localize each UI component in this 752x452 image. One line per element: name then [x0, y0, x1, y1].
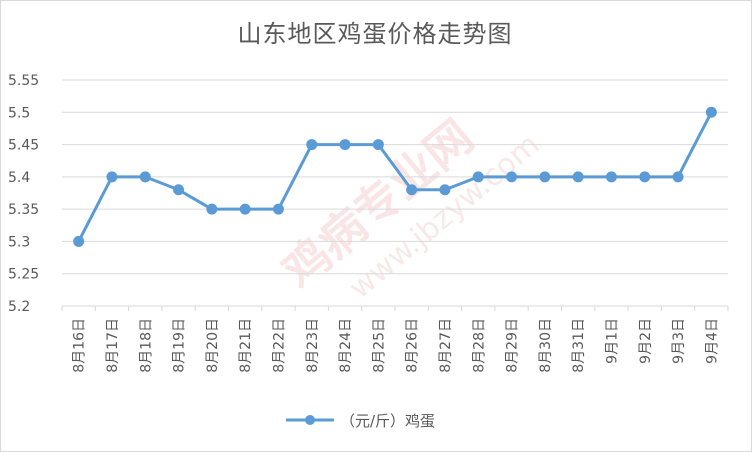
data-point	[173, 184, 185, 196]
x-tick-label: 8月17日	[105, 318, 121, 373]
series-layer	[73, 106, 717, 247]
y-tick-label: 5.5	[8, 105, 30, 121]
data-point	[372, 139, 384, 151]
data-point	[106, 171, 118, 183]
x-tick-label: 9月3日	[671, 318, 687, 364]
x-tick-label: 9月1日	[604, 318, 620, 364]
legend: （元/斤）鸡蛋	[286, 412, 435, 430]
data-point	[406, 184, 418, 196]
x-tick-label: 8月29日	[505, 318, 521, 373]
data-point	[73, 235, 85, 247]
watermark: 鸡病专业网 www.jbzyw.com	[272, 109, 546, 306]
x-tick-label: 8月31日	[571, 318, 587, 373]
chart-title: 山东地区鸡蛋价格走势图	[237, 20, 513, 48]
legend-marker	[305, 415, 315, 425]
series-line	[77, 111, 713, 243]
data-point	[339, 139, 351, 151]
y-tick-label: 5.35	[8, 202, 39, 218]
data-point	[472, 171, 484, 183]
y-tick-label: 5.3	[8, 234, 30, 250]
data-point	[206, 203, 218, 215]
x-tick-label: 9月2日	[638, 318, 654, 364]
data-point	[672, 171, 684, 183]
data-point	[239, 203, 251, 215]
x-tick-label: 8月25日	[371, 318, 387, 373]
x-tick-label: 8月22日	[271, 318, 287, 373]
x-tick-label: 8月16日	[72, 318, 88, 373]
legend-label: （元/斤）鸡蛋	[340, 412, 435, 430]
x-tick-label: 8月23日	[305, 318, 321, 373]
data-point	[639, 171, 651, 183]
x-tick-label: 8月30日	[538, 318, 554, 373]
y-tick-label: 5.2	[8, 299, 30, 315]
x-axis-ticks: 8月16日 8月17日 8月18日 8月19日 8月20日 8月21日 8月22日 8月23日…	[61, 306, 729, 373]
data-point	[539, 171, 551, 183]
data-point	[705, 106, 717, 118]
x-tick-label: 8月26日	[405, 318, 421, 373]
x-tick-label: 8月28日	[471, 318, 487, 373]
data-point	[506, 171, 518, 183]
y-tick-label: 5.4	[8, 170, 30, 186]
data-point	[272, 203, 284, 215]
x-tick-label: 8月19日	[172, 318, 188, 373]
data-point	[572, 171, 584, 183]
x-tick-label: 8月20日	[205, 318, 221, 373]
data-point	[439, 184, 451, 196]
y-tick-label: 5.25	[8, 267, 39, 283]
data-point	[306, 139, 318, 151]
x-tick-label: 8月18日	[138, 318, 154, 373]
y-axis-ticks: 5.2 5.25 5.3 5.35 5.4 5.45 5.5 5.55	[8, 73, 39, 315]
y-tick-label: 5.55	[8, 73, 39, 89]
x-tick-label: 8月27日	[438, 318, 454, 373]
x-tick-label: 8月21日	[238, 318, 254, 373]
y-tick-label: 5.45	[8, 138, 39, 154]
data-point	[139, 171, 151, 183]
x-tick-label: 8月24日	[338, 318, 354, 373]
data-point	[605, 171, 617, 183]
x-tick-label: 9月4日	[704, 318, 720, 364]
